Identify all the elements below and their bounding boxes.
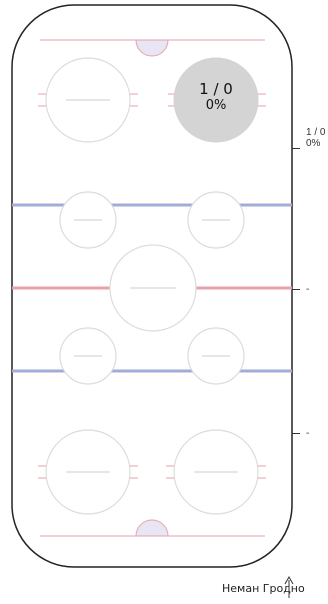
faceoff-circle-top-left[interactable] bbox=[38, 57, 138, 143]
neutral-dot-upper-right[interactable] bbox=[187, 191, 245, 249]
zone-top-percent: 0% bbox=[306, 138, 321, 149]
zone-label-bottom: - bbox=[306, 428, 310, 439]
neutral-dot-lower-right[interactable] bbox=[187, 327, 245, 385]
zone-top-count: 1 / 0 bbox=[306, 127, 326, 138]
center-faceoff-circle[interactable] bbox=[109, 244, 197, 332]
neutral-dot-upper-left[interactable] bbox=[59, 191, 117, 249]
highlight-circle-stats: 1 / 0 0% bbox=[186, 80, 246, 114]
zone-label-top: 1 / 0 0% bbox=[306, 127, 325, 149]
highlight-circle-count: 1 / 0 bbox=[199, 80, 233, 98]
faceoff-circle-bottom-left[interactable] bbox=[38, 429, 138, 515]
neutral-dot-lower-left[interactable] bbox=[59, 327, 117, 385]
faceoff-circle-bottom-right[interactable] bbox=[166, 429, 266, 515]
goal-crease-top[interactable] bbox=[135, 39, 169, 57]
faceoff-circle-top-right[interactable] bbox=[168, 57, 266, 143]
team-name: Неман Гродно bbox=[222, 582, 305, 595]
zone-tick-top bbox=[292, 148, 300, 149]
zone-tick-bottom bbox=[292, 433, 300, 434]
zone-tick-middle bbox=[292, 289, 300, 290]
highlight-circle-percent: 0% bbox=[205, 98, 227, 113]
arrow-up-icon bbox=[284, 576, 294, 598]
goal-crease-bottom[interactable] bbox=[135, 519, 169, 537]
zone-label-middle: - bbox=[306, 284, 310, 295]
